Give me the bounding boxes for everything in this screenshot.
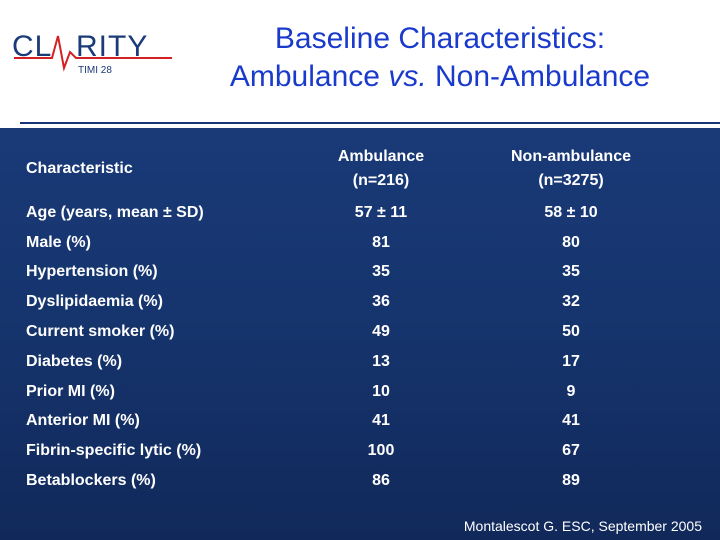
title-ambulance: Ambulance xyxy=(229,60,389,93)
row-ambulance-value: 86 xyxy=(372,472,390,490)
row-label: Current smoker (%) xyxy=(26,323,175,341)
row-label: Diabetes (%) xyxy=(26,352,123,370)
baseline-table: Characteristic Ambulance (n=216) Non-amb… xyxy=(26,140,706,496)
title-line-2: Ambulance vs. Non-Ambulance xyxy=(180,58,700,96)
logo-text-right: RITY xyxy=(76,30,148,63)
citation: Montalescot G. ESC, September 2005 xyxy=(463,518,702,534)
title-vs: vs. xyxy=(388,60,427,93)
table-row: Age (years, mean ± SD) 57 ± 11 58 ± 10 xyxy=(26,198,706,228)
table-row: Diabetes (%) 13 17 xyxy=(26,347,706,377)
ecg-wave-icon xyxy=(14,35,172,72)
row-label: Fibrin-specific lytic (%) xyxy=(26,442,202,460)
row-non-ambulance-value: 41 xyxy=(562,412,580,430)
row-non-ambulance-value: 67 xyxy=(562,442,580,460)
row-non-ambulance-value: 50 xyxy=(562,323,580,341)
logo-sub-badge xyxy=(74,62,124,76)
row-label: Male (%) xyxy=(26,233,91,251)
row-ambulance-value: 100 xyxy=(367,442,395,460)
table-row: Dyslipidaemia (%) 36 32 xyxy=(26,287,706,317)
title-non-ambulance: Non-Ambulance xyxy=(426,60,651,93)
row-non-ambulance-value: 89 xyxy=(562,472,580,490)
header-non-ambulance-n: (n=3275) xyxy=(538,172,604,189)
row-non-ambulance-value: 80 xyxy=(562,233,580,251)
row-non-ambulance-value: 32 xyxy=(562,293,580,311)
title-line-1: Baseline Characteristics: xyxy=(274,22,606,55)
row-ambulance-value: 81 xyxy=(372,233,390,251)
slide-title: Baseline Characteristics: Ambulance vs. … xyxy=(180,20,700,96)
row-non-ambulance-value: 35 xyxy=(562,263,580,281)
row-non-ambulance-value: 9 xyxy=(566,382,576,400)
slide-header: CL RITY TIMI 28 Baseline Characteristics… xyxy=(0,0,720,128)
row-label: Age (years, mean ± SD) xyxy=(26,203,204,221)
clarity-logo: CL RITY TIMI 28 xyxy=(12,30,172,76)
table-header-row: Characteristic Ambulance (n=216) Non-amb… xyxy=(26,140,706,198)
header-divider xyxy=(0,118,720,128)
header-ambulance-title: Ambulance xyxy=(337,148,425,165)
row-ambulance-value: 35 xyxy=(372,263,390,281)
table-row: Male (%) 81 80 xyxy=(26,228,706,258)
row-ambulance-value: 10 xyxy=(372,382,390,400)
table-row: Fibrin-specific lytic (%) 100 67 xyxy=(26,436,706,466)
row-ambulance-value: 57 ± 11 xyxy=(354,203,408,221)
row-ambulance-value: 49 xyxy=(372,323,390,341)
row-non-ambulance-value: 17 xyxy=(562,352,580,370)
header-ambulance: Ambulance (n=216) xyxy=(326,140,436,198)
row-ambulance-value: 13 xyxy=(372,352,390,370)
table-row: Anterior MI (%) 41 41 xyxy=(26,407,706,437)
table-row: Betablockers (%) 86 89 xyxy=(26,466,706,496)
row-label: Dyslipidaemia (%) xyxy=(26,293,163,311)
table-row: Current smoker (%) 49 50 xyxy=(26,317,706,347)
row-ambulance-value: 36 xyxy=(372,293,390,311)
header-non-ambulance-title: Non-ambulance xyxy=(510,148,631,165)
row-label: Betablockers (%) xyxy=(26,472,156,490)
row-ambulance-value: 41 xyxy=(372,412,390,430)
table-row: Prior MI (%) 10 9 xyxy=(26,377,706,407)
header-ambulance-n: (n=216) xyxy=(352,172,410,189)
header-non-ambulance: Non-ambulance (n=3275) xyxy=(436,140,706,198)
header-characteristic: Characteristic xyxy=(26,160,133,177)
row-label: Prior MI (%) xyxy=(26,382,115,400)
table-row: Hypertension (%) 35 35 xyxy=(26,258,706,288)
row-label: Hypertension (%) xyxy=(26,263,158,281)
row-label: Anterior MI (%) xyxy=(26,412,140,430)
logo-sub-text: TIMI 28 xyxy=(78,65,112,76)
row-non-ambulance-value: 58 ± 10 xyxy=(544,203,598,221)
